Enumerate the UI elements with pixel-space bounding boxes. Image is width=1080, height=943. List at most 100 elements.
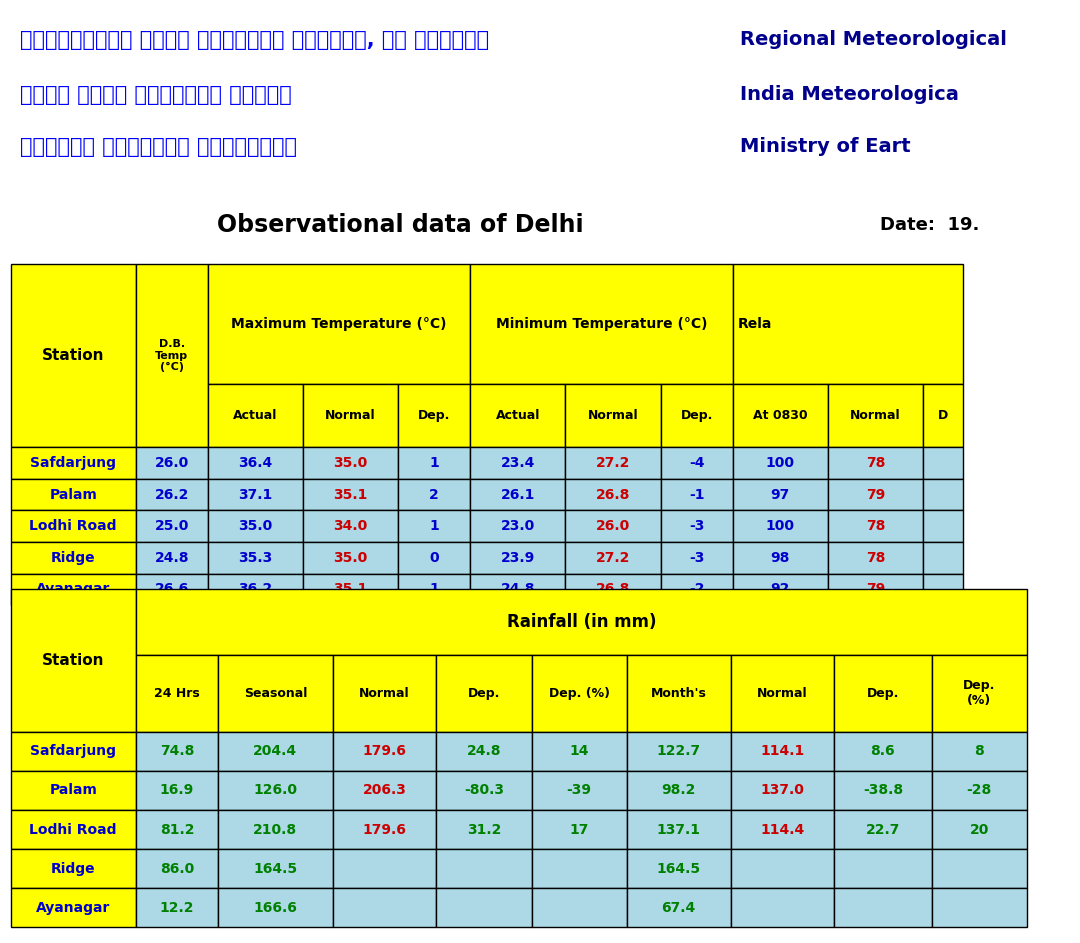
Bar	[333, 810, 436, 849]
Text: पृथ्वी विज्ञान मंत्रालय: पृथ्वी विज्ञान मंत्रालय	[21, 137, 297, 157]
Text: -1: -1	[689, 488, 704, 502]
Bar	[661, 573, 732, 605]
Text: 206.3: 206.3	[363, 784, 406, 798]
Text: 98: 98	[770, 551, 789, 565]
Bar	[732, 479, 828, 510]
Text: 22.7: 22.7	[866, 822, 900, 836]
Text: 86.0: 86.0	[160, 862, 194, 876]
Text: Normal: Normal	[850, 409, 901, 422]
Bar	[11, 264, 136, 447]
Text: 92: 92	[770, 583, 789, 596]
Bar	[399, 447, 470, 479]
Bar	[333, 732, 436, 770]
Text: 26.0: 26.0	[154, 456, 189, 470]
Bar	[626, 654, 730, 732]
Text: 27.2: 27.2	[596, 551, 631, 565]
Text: 35.1: 35.1	[334, 583, 367, 596]
Text: 26.8: 26.8	[596, 583, 631, 596]
Bar	[932, 849, 1027, 888]
Text: 67.4: 67.4	[662, 901, 696, 915]
Text: 36.2: 36.2	[239, 583, 272, 596]
Text: 179.6: 179.6	[363, 822, 406, 836]
Text: 137.1: 137.1	[657, 822, 701, 836]
Text: Palam: Palam	[50, 784, 97, 798]
Bar	[732, 384, 828, 447]
Bar	[470, 384, 566, 447]
Bar	[302, 510, 399, 542]
Bar	[136, 810, 218, 849]
Bar	[436, 770, 531, 810]
Bar	[11, 849, 136, 888]
Bar	[302, 573, 399, 605]
Bar	[11, 810, 136, 849]
Bar	[399, 573, 470, 605]
Bar	[531, 770, 626, 810]
Text: 26.1: 26.1	[501, 488, 535, 502]
Bar	[828, 542, 923, 573]
Bar	[531, 732, 626, 770]
Bar	[399, 384, 470, 447]
Bar	[932, 732, 1027, 770]
Text: 35.0: 35.0	[334, 456, 367, 470]
Text: Lodhi Road: Lodhi Road	[29, 520, 117, 533]
Bar	[11, 447, 136, 479]
Bar	[626, 732, 730, 770]
Text: Normal: Normal	[757, 687, 808, 700]
Bar	[470, 510, 566, 542]
Text: 114.4: 114.4	[760, 822, 805, 836]
Bar	[730, 849, 834, 888]
Text: 166.6: 166.6	[254, 901, 297, 915]
Bar	[333, 654, 436, 732]
Bar	[732, 264, 963, 384]
Bar	[436, 654, 531, 732]
Text: 1: 1	[429, 456, 440, 470]
Text: Date:  19.: Date: 19.	[880, 216, 980, 234]
Bar	[566, 510, 661, 542]
Bar	[828, 447, 923, 479]
Bar	[136, 510, 207, 542]
Bar	[11, 770, 136, 810]
Bar	[932, 810, 1027, 849]
Text: 122.7: 122.7	[657, 744, 701, 758]
Bar	[11, 573, 136, 605]
Text: 17: 17	[569, 822, 589, 836]
Text: 14: 14	[569, 744, 589, 758]
Bar	[932, 888, 1027, 928]
Text: 1: 1	[429, 520, 440, 533]
Text: 31.2: 31.2	[467, 822, 501, 836]
Text: Safdarjung: Safdarjung	[30, 744, 117, 758]
Bar	[436, 810, 531, 849]
Text: 24.8: 24.8	[154, 551, 189, 565]
Text: 210.8: 210.8	[254, 822, 297, 836]
Bar	[333, 770, 436, 810]
Bar	[136, 770, 218, 810]
Text: 27.2: 27.2	[596, 456, 631, 470]
Text: Seasonal: Seasonal	[244, 687, 307, 700]
Bar	[566, 384, 661, 447]
Text: -3: -3	[689, 520, 704, 533]
Text: 79: 79	[866, 583, 886, 596]
Bar	[923, 384, 963, 447]
Text: Safdarjung: Safdarjung	[30, 456, 117, 470]
Bar	[566, 479, 661, 510]
Bar	[828, 479, 923, 510]
Text: Month's: Month's	[651, 687, 706, 700]
Text: Observational data of Delhi: Observational data of Delhi	[217, 213, 583, 237]
Bar	[730, 654, 834, 732]
Bar	[732, 573, 828, 605]
Text: D: D	[939, 409, 948, 422]
Text: Dep.: Dep.	[418, 409, 450, 422]
Bar	[207, 264, 470, 384]
Bar	[531, 810, 626, 849]
Bar	[11, 589, 136, 732]
Bar	[834, 849, 932, 888]
Bar	[730, 770, 834, 810]
Bar	[436, 732, 531, 770]
Text: 126.0: 126.0	[254, 784, 297, 798]
Bar	[834, 888, 932, 928]
Text: -4: -4	[689, 456, 704, 470]
Text: Ministry of Eart: Ministry of Eart	[740, 138, 910, 157]
Bar	[11, 510, 136, 542]
Text: Ayanagar: Ayanagar	[36, 583, 110, 596]
Bar	[730, 888, 834, 928]
